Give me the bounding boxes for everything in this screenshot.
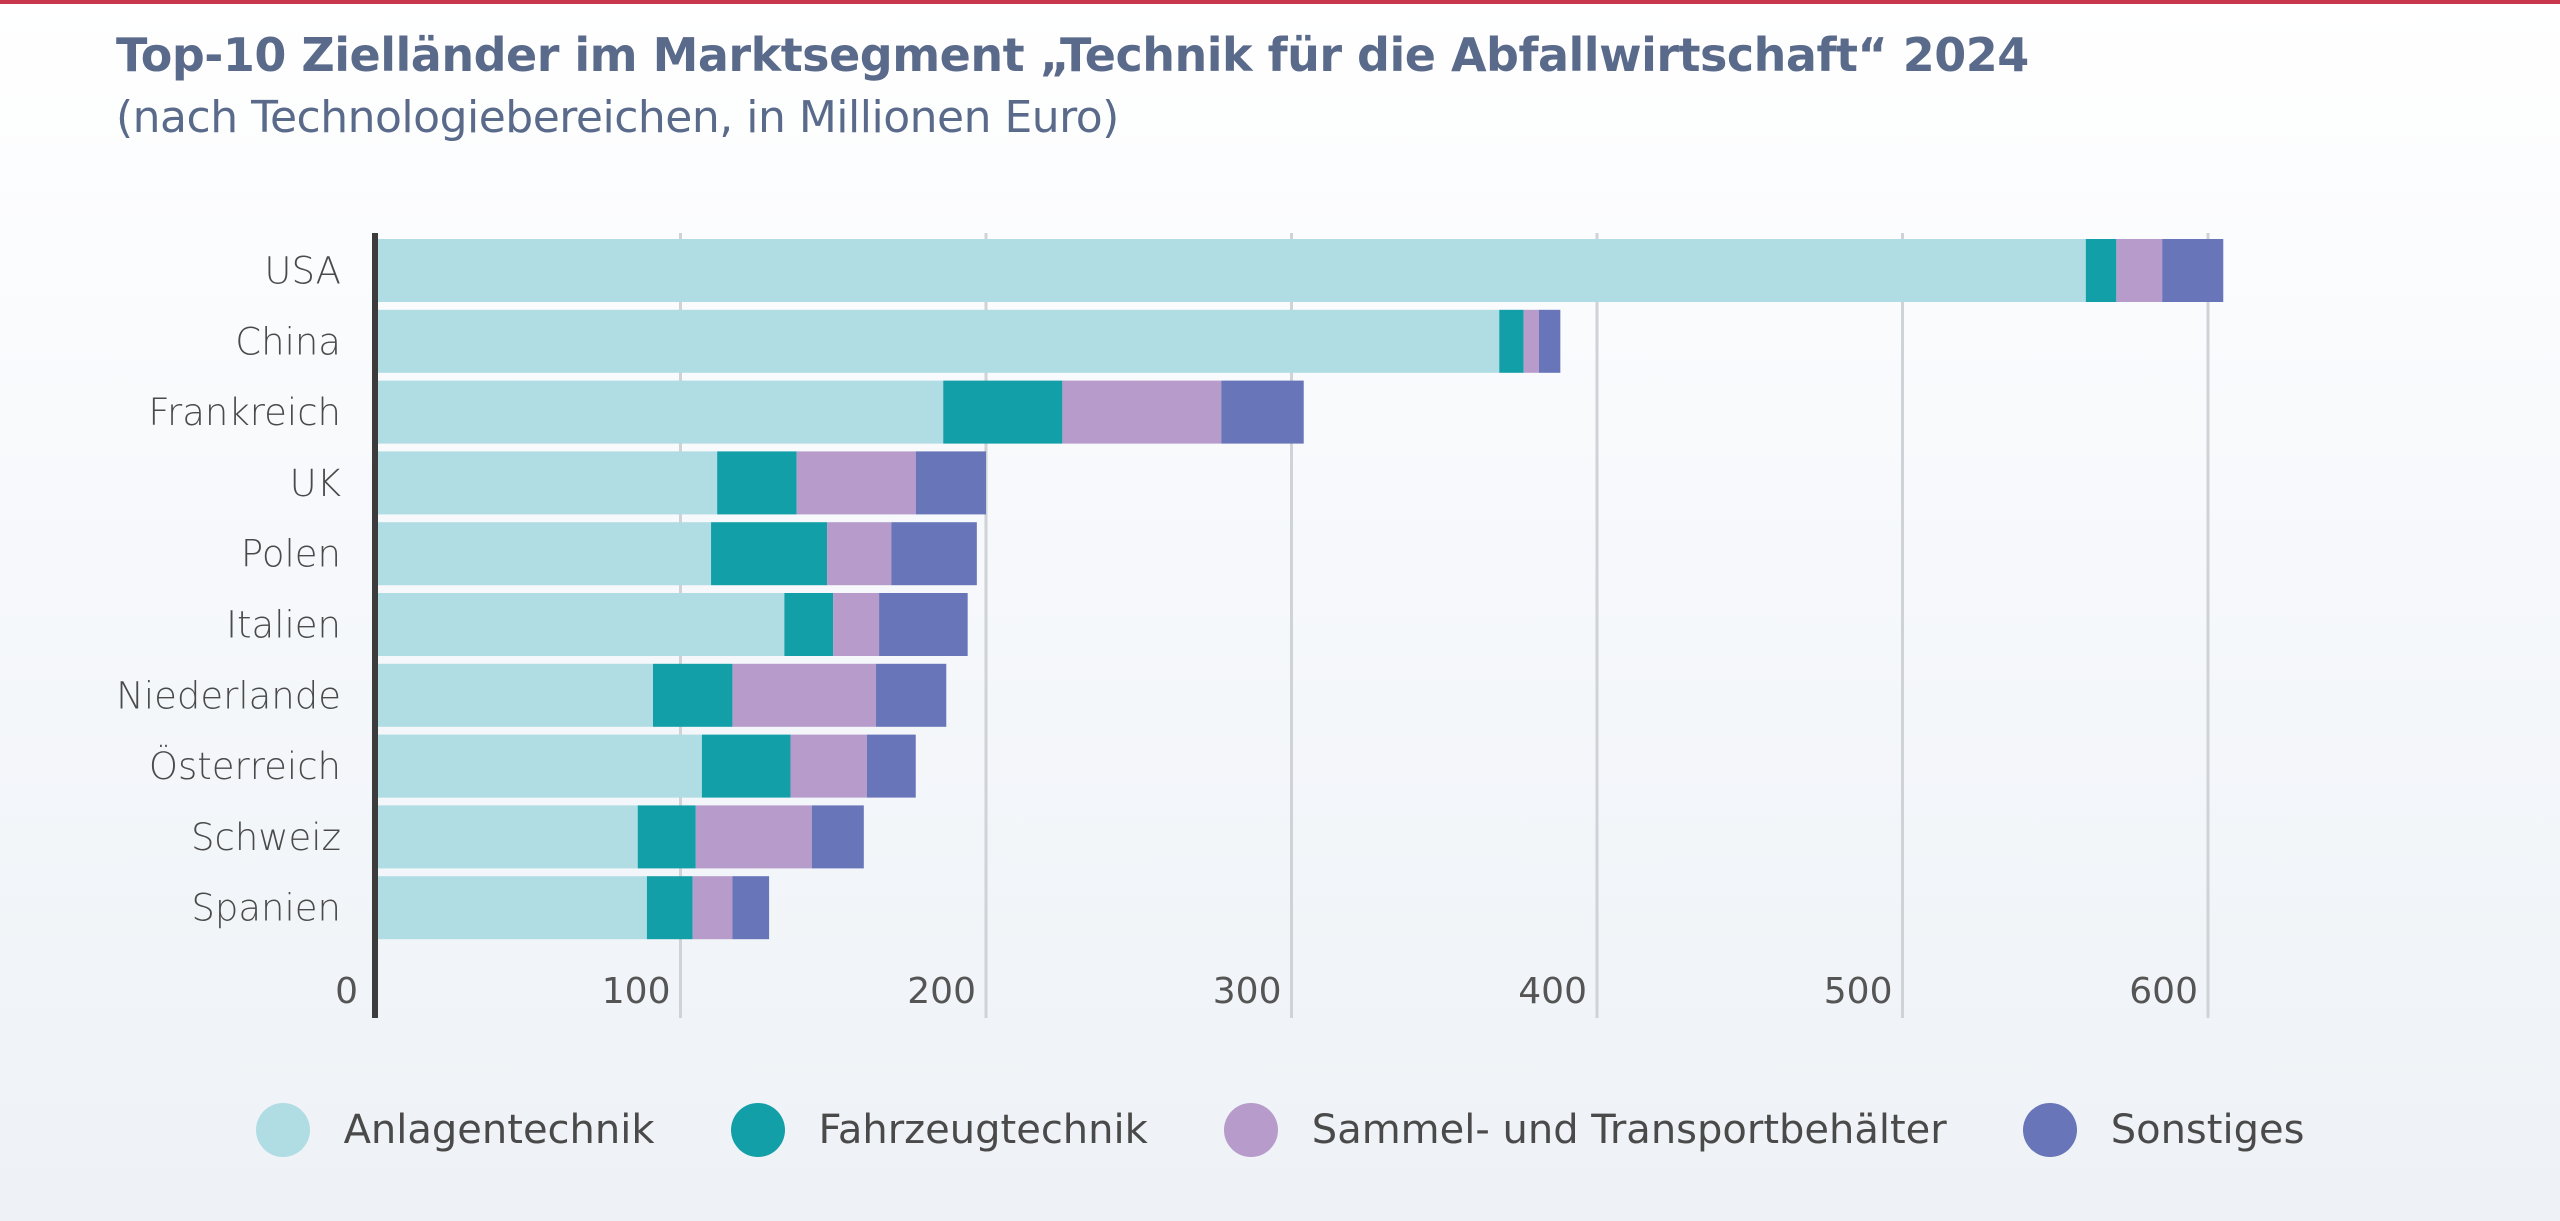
bar-china-sonstiges [1538,309,1561,373]
bar-uk-anlagentechnik [375,451,718,515]
bar-china-fahrzeugtechnik [1499,309,1524,373]
tick-label: 0 [335,971,358,1012]
bar-niederlande-sonstiges [876,663,947,727]
bar-frankreich-sammel-und-transportbeh-lter [1062,380,1222,444]
tick-label: 100 [602,971,671,1012]
bar-niederlande-anlagentechnik [375,663,654,727]
tick-label: 200 [907,971,976,1012]
legend-label: Fahrzeugtechnik [818,1107,1148,1153]
tick-label: 400 [1518,971,1587,1012]
tick-label: 600 [2129,971,2198,1012]
bars [375,239,2224,940]
bar-usa-sonstiges [2162,239,2224,302]
bar-spanien-anlagentechnik [375,876,647,940]
category-label: Spanien [191,887,341,930]
bar-österreich-sammel-und-transportbeh-lter [790,734,867,798]
bar-schweiz-sammel-und-transportbeh-lter [695,805,812,869]
bar-polen-anlagentechnik [375,522,712,586]
bar-uk-sammel-und-transportbeh-lter [796,451,916,515]
tick-label: 500 [1824,971,1893,1012]
bar-italien-fahrzeugtechnik [784,593,834,656]
legend-item: Fahrzeugtechnik [730,1103,1148,1157]
bar-uk-sonstiges [915,451,986,515]
bar-spanien-sammel-und-transportbeh-lter [692,876,733,940]
bar-italien-anlagentechnik [375,593,785,656]
bar-spanien-sonstiges [732,876,770,940]
category-label: Frankreich [148,391,341,434]
category-label: Italien [226,604,341,647]
bar-schweiz-fahrzeugtechnik [637,805,696,869]
legend: Anlagentechnik Fahrzeugtechnik Sammel- und… [0,1100,2560,1160]
legend-item: Anlagentechnik [255,1103,655,1157]
category-label: China [235,320,341,363]
bar-usa-fahrzeugtechnik [2085,239,2117,302]
legend-swatch [255,1103,310,1157]
bar-österreich-fahrzeugtechnik [701,734,791,798]
top-accent-bar [0,0,2560,4]
category-label: UK [290,462,341,505]
legend-label: Sonstiges [2110,1107,2305,1153]
tick-label: 300 [1213,971,1282,1012]
category-label: Polen [241,533,341,576]
bar-schweiz-sonstiges [811,805,864,869]
bar-usa-sammel-und-transportbeh-lter [2116,239,2163,302]
category-label: USA [264,250,341,293]
legend-item: Sonstiges [2022,1103,2305,1157]
category-labels: USA China Frankreich UK Polen Italien Niederla… [116,250,341,930]
bar-niederlande-fahrzeugtechnik [653,663,733,727]
category-label: Niederlande [116,674,341,717]
legend-label: Sammel- und Transportbehälter [1311,1107,1947,1153]
bar-china-sammel-und-transportbeh-lter [1523,309,1539,373]
chart-title: Top-10 Zielländer im Marktsegment „Techn… [116,28,2029,82]
bar-china-anlagentechnik [375,309,1500,373]
chart-subtitle: (nach Technologiebereichen, in Millionen… [116,92,1119,143]
legend-swatch [1223,1103,1278,1157]
category-label: Schweiz [191,816,341,859]
bar-italien-sonstiges [879,593,968,656]
bar-österreich-anlagentechnik [375,734,702,798]
bar-spanien-fahrzeugtechnik [646,876,693,940]
bar-polen-fahrzeugtechnik [711,522,828,586]
bar-frankreich-sonstiges [1221,380,1304,444]
legend-label: Anlagentechnik [343,1107,655,1153]
bar-frankreich-fahrzeugtechnik [943,380,1063,444]
bar-österreich-sonstiges [866,734,916,798]
category-label: Österreich [149,744,341,788]
bar-schweiz-anlagentechnik [375,805,638,869]
legend-swatch [2022,1103,2077,1157]
bar-usa-anlagentechnik [375,239,2086,302]
bar-polen-sonstiges [891,522,977,586]
tick-labels: 0 100 200 300 400 500 600 [335,971,2198,1012]
bar-italien-sammel-und-transportbeh-lter [833,593,880,656]
bar-polen-sammel-und-transportbeh-lter [827,522,892,586]
bar-uk-fahrzeugtechnik [717,451,797,515]
bar-niederlande-sammel-und-transportbeh-lter [732,663,877,727]
legend-swatch [730,1103,785,1157]
bar-frankreich-anlagentechnik [375,380,944,444]
legend-item: Sammel- und Transportbehälter [1223,1103,1947,1157]
